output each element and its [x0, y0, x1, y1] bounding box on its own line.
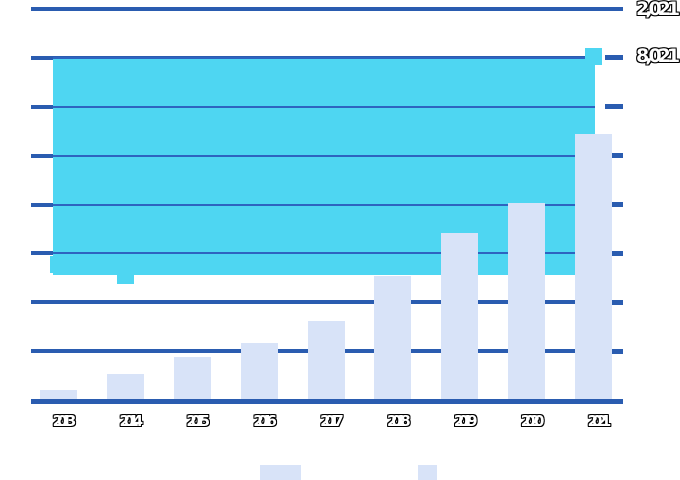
legend-swatch-2[interactable] — [418, 465, 437, 480]
x-axis-label: 2015 — [186, 412, 210, 430]
right-label-top: 2,021 — [636, 0, 680, 20]
gridline-right-dash — [605, 153, 623, 159]
x-axis-label: 2014 — [119, 412, 144, 430]
bar[interactable] — [173, 357, 211, 400]
x-axis-line — [31, 399, 623, 404]
x-axis-label: 2018 — [387, 412, 411, 430]
x-axis-label: 2013 — [52, 412, 77, 430]
gridline-right-dash — [605, 104, 623, 110]
x-axis-label: 2020 — [520, 412, 545, 430]
area-marker — [116, 267, 134, 285]
x-axis-label: 2019 — [453, 412, 478, 430]
gridline-right-dash — [605, 202, 623, 207]
gridline-overlay — [53, 105, 595, 108]
legend-swatch-1[interactable] — [260, 465, 301, 480]
bar[interactable] — [575, 133, 612, 400]
gridline — [31, 300, 595, 305]
gridline-overlay — [53, 203, 595, 206]
x-axis-label: 2016 — [253, 412, 277, 430]
bar[interactable] — [374, 275, 412, 400]
bar[interactable] — [40, 390, 77, 400]
bar[interactable] — [307, 320, 345, 400]
area-band — [53, 56, 595, 275]
bar[interactable] — [508, 203, 546, 400]
gridline-right-dash — [605, 55, 623, 61]
gridline-right-dash — [605, 348, 623, 354]
x-axis-label: 2021 — [587, 412, 612, 430]
gridline-overlay — [53, 56, 595, 59]
bar[interactable] — [106, 373, 144, 400]
x-axis-label: 2017 — [320, 412, 344, 430]
area-marker — [585, 48, 602, 66]
area-marker — [50, 256, 67, 274]
bar[interactable] — [441, 233, 479, 400]
bar[interactable] — [240, 342, 278, 400]
gridline-right-dash — [605, 250, 623, 256]
gridline-overlay — [53, 252, 595, 255]
right-label-bottom: 8,021 — [636, 45, 680, 67]
gridline-top — [31, 7, 623, 11]
gridline-overlay — [53, 154, 595, 157]
gridline-right-dash — [605, 299, 623, 305]
